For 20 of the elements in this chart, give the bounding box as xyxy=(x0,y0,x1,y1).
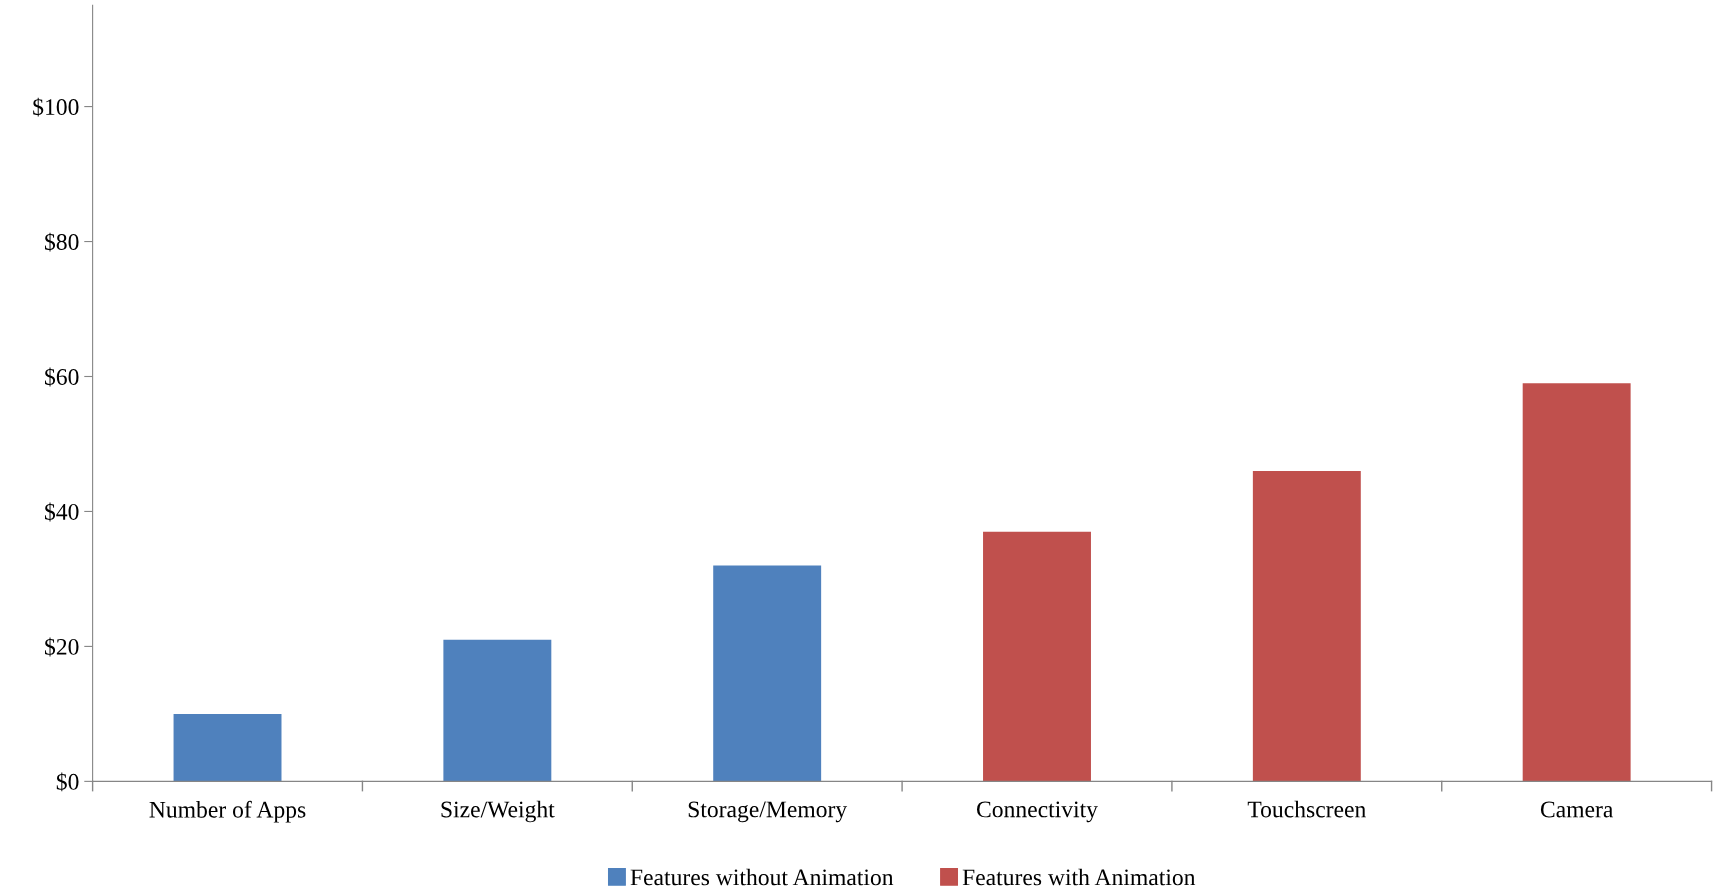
x-tick-label: Camera xyxy=(1540,801,1614,818)
y-tick-label: $40 xyxy=(45,502,79,522)
x-tick-label: Storage/Memory xyxy=(688,801,848,823)
y-tick-label: $60 xyxy=(45,367,79,387)
y-tick-label: $80 xyxy=(45,232,79,252)
legend-label: Features with Animation xyxy=(962,868,1196,886)
bar xyxy=(983,531,1091,782)
y-tick-label: $0 xyxy=(56,772,79,792)
x-tick-label: Number of Apps xyxy=(149,800,306,823)
bar xyxy=(173,713,282,782)
bar xyxy=(443,639,552,782)
x-tick-label: Size/Weight xyxy=(441,800,555,823)
bar xyxy=(713,565,822,782)
bar xyxy=(1522,383,1631,782)
x-tick-label: Touchscreen xyxy=(1247,800,1366,818)
legend-label: Features without Animation xyxy=(630,868,894,886)
y-tick-label: $100 xyxy=(33,97,79,117)
y-tick-label: $20 xyxy=(45,637,79,657)
bar xyxy=(1252,470,1361,782)
x-tick-label: Connectivity xyxy=(976,801,1098,823)
